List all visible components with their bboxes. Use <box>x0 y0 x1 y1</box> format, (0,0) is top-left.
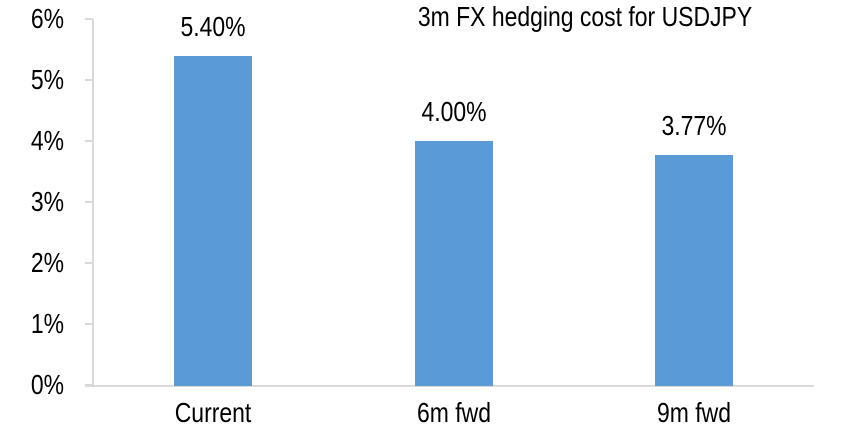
chart-title: 3m FX hedging cost for USDJPY <box>417 1 753 32</box>
y-axis-label-2%: 2% <box>30 247 64 278</box>
category-label-current: Current <box>174 397 252 428</box>
bar-current <box>174 55 253 386</box>
bar-6m-fwd <box>414 141 493 386</box>
y-axis-tick-2% <box>85 262 93 264</box>
y-axis-line <box>92 19 94 386</box>
y-axis-label-1%: 1% <box>30 308 64 339</box>
data-label-current: 5.40% <box>180 10 246 42</box>
y-axis-label-0%: 0% <box>30 369 64 400</box>
x-axis-line <box>85 385 814 387</box>
y-axis-tick-4% <box>85 140 93 142</box>
y-axis-label-5%: 5% <box>30 64 64 95</box>
data-label-6m-fwd: 4.00% <box>420 96 487 127</box>
y-axis-tick-6% <box>85 18 93 20</box>
category-label-6m-fwd: 6m fwd <box>416 397 491 428</box>
data-label-9m-fwd: 3.77% <box>661 110 727 142</box>
y-axis-label-6%: 6% <box>30 3 64 34</box>
y-axis-label-4%: 4% <box>30 125 64 156</box>
category-label-9m-fwd: 9m fwd <box>656 397 731 428</box>
y-axis-tick-0% <box>85 384 93 386</box>
y-axis-tick-1% <box>85 323 93 325</box>
y-axis-tick-5% <box>85 79 93 81</box>
y-axis-tick-3% <box>85 201 93 203</box>
bar-9m-fwd <box>654 155 733 386</box>
y-axis-label-3%: 3% <box>30 186 64 217</box>
